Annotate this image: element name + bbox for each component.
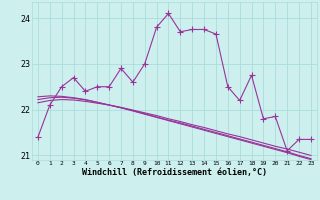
- X-axis label: Windchill (Refroidissement éolien,°C): Windchill (Refroidissement éolien,°C): [82, 168, 267, 177]
